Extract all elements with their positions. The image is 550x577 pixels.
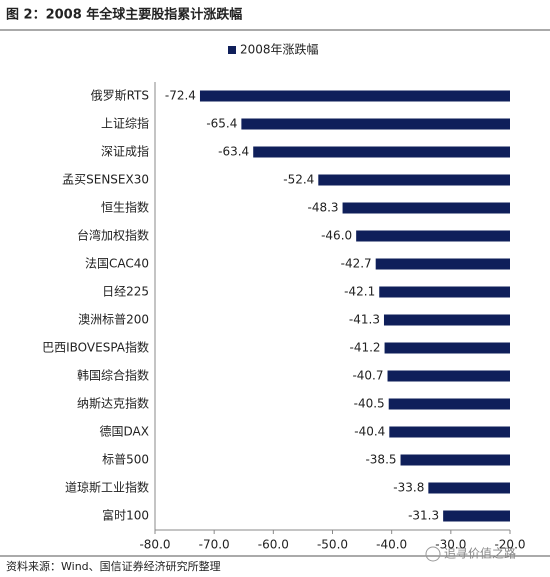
y-tick-label: 俄罗斯RTS [91, 89, 149, 103]
bar [388, 398, 510, 410]
y-tick-label: 巴西IBOVESPA指数 [42, 340, 149, 355]
y-tick-label: 深证成指 [101, 144, 149, 159]
bar [383, 314, 510, 326]
bar [389, 426, 510, 438]
value-label: -48.3 [307, 201, 338, 215]
value-label: -40.7 [352, 369, 383, 383]
y-tick-label: 富时100 [102, 508, 149, 523]
x-tick-label: -40.0 [376, 538, 407, 552]
bar [318, 174, 510, 186]
value-label: -41.2 [350, 341, 381, 355]
y-tick-label: 恒生指数 [101, 200, 149, 215]
y-tick-label: 德国DAX [100, 424, 149, 439]
y-tick-label: 韩国综合指数 [77, 368, 149, 383]
value-label: -52.4 [283, 173, 314, 187]
value-label: -41.3 [349, 313, 380, 327]
bar [384, 342, 510, 354]
value-label: -33.8 [393, 481, 424, 495]
y-tick-label: 法国CAC40 [85, 257, 149, 271]
bar [400, 454, 510, 466]
x-tick-label: -70.0 [199, 538, 230, 552]
y-tick-label: 日经225 [102, 285, 149, 299]
source: 资料来源：Wind、国信证券经济研究所整理 [6, 559, 221, 573]
bar [375, 258, 510, 270]
y-tick-label: 标普500 [102, 453, 149, 467]
bar [253, 146, 510, 158]
bar [342, 202, 510, 214]
y-tick-label: 台湾加权指数 [77, 228, 149, 243]
y-tick-label: 纳斯达克指数 [77, 396, 149, 411]
x-tick-label: -60.0 [258, 538, 289, 552]
legend-swatch [228, 46, 236, 54]
value-label: -31.3 [408, 509, 439, 523]
bar [199, 90, 510, 102]
x-tick-label: -20.0 [494, 538, 525, 552]
x-tick-label: -80.0 [139, 538, 170, 552]
bar [241, 118, 510, 130]
y-tick-label: 孟买SENSEX30 [62, 173, 149, 187]
value-label: -63.4 [218, 145, 249, 159]
watermark-icon [425, 546, 441, 562]
legend-label: 2008年涨跌幅 [240, 42, 319, 57]
y-tick-label: 上证综指 [101, 116, 149, 131]
value-label: -46.0 [321, 229, 352, 243]
watermark: 追寻价值之路 [444, 546, 516, 561]
value-label: -38.5 [365, 453, 396, 467]
y-tick-label: 道琼斯工业指数 [65, 480, 149, 495]
value-label: -42.7 [341, 257, 372, 271]
bar [356, 230, 510, 242]
x-tick-label: -30.0 [435, 538, 466, 552]
x-tick-label: -50.0 [317, 538, 348, 552]
value-label: -72.4 [165, 89, 196, 103]
value-label: -65.4 [206, 117, 237, 131]
bar [387, 370, 510, 382]
y-tick-label: 澳洲标普200 [78, 313, 149, 327]
value-label: -40.5 [354, 397, 385, 411]
bar [379, 286, 510, 298]
chart-title: 图 2：2008 年全球主要股指累计涨跌幅 [6, 7, 242, 23]
bar [428, 482, 510, 494]
value-label: -42.1 [344, 285, 375, 299]
value-label: -40.4 [354, 425, 385, 439]
bar [443, 510, 510, 522]
